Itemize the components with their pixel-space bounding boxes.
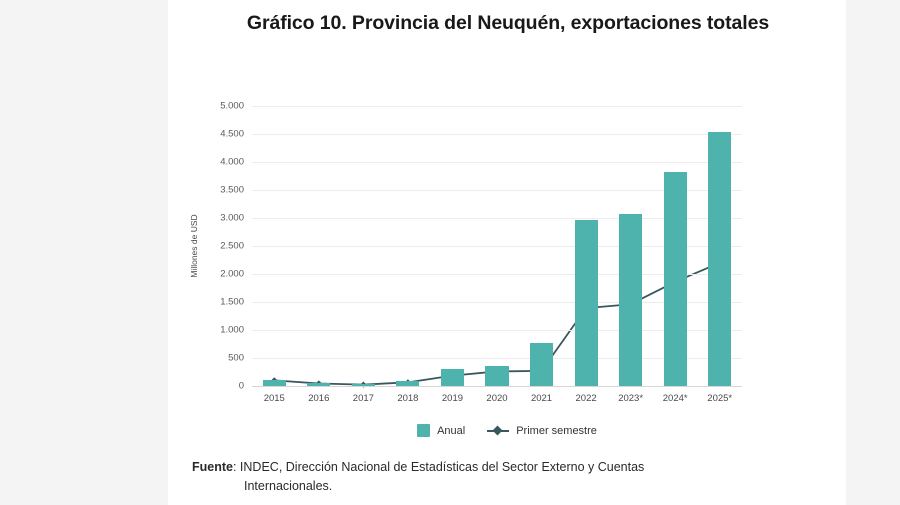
x-axis-tick-label: 2023* xyxy=(618,393,644,404)
x-axis-tick-label: 2024* xyxy=(662,393,688,404)
x-axis-tick-label: 2022 xyxy=(575,393,597,404)
y-axis-tick-label: 2.500 xyxy=(220,240,244,252)
x-axis-tick-label: 2016 xyxy=(308,393,330,404)
source-note: Fuente: INDEC, Dirección Nacional de Est… xyxy=(192,458,812,497)
bar-2015[interactable] xyxy=(262,379,286,386)
gridline xyxy=(252,134,742,135)
x-axis-tick-label: 2018 xyxy=(397,393,419,404)
source-label: Fuente xyxy=(192,460,233,474)
legend-item-label: Anual xyxy=(437,424,466,437)
bar-2016[interactable] xyxy=(307,382,331,386)
legend-item-label: Primer semestre xyxy=(516,424,597,437)
content-card: Gráfico 10. Provincia del Neuquén, expor… xyxy=(168,0,846,505)
bar-2020[interactable] xyxy=(485,366,509,386)
x-axis-tick-label: 2015 xyxy=(263,393,285,404)
y-axis-tick-label: 1.000 xyxy=(220,324,244,336)
gridline xyxy=(252,330,742,331)
gridline xyxy=(252,246,742,247)
gridline xyxy=(252,386,742,387)
x-axis-tick-label: 2025* xyxy=(707,393,733,404)
bar-2019[interactable] xyxy=(440,368,465,386)
source-text: : INDEC, Dirección Nacional de Estadísti… xyxy=(232,460,645,474)
chart-plot-area: Millones de USD 0 500 1.000 1.500 2.000 2.500… xyxy=(189,101,742,404)
bar-2018[interactable] xyxy=(396,380,420,386)
bar-2017[interactable] xyxy=(351,384,375,386)
plot-canvas: 0 500 1.000 1.500 2.000 2.500 3.000 3.500 4.000 4… xyxy=(220,101,742,404)
y-axis-tick-label: 4.500 xyxy=(220,128,244,140)
x-axis-tick-label: 2019 xyxy=(441,393,464,404)
gridline xyxy=(252,162,742,163)
source-text-continuation: Internacionales. xyxy=(244,479,333,494)
y-axis-tick-label: 3.000 xyxy=(220,212,244,224)
y-axis-tick-label: 2.000 xyxy=(220,268,244,280)
bar-2025-est[interactable] xyxy=(708,131,732,386)
bar-2023-est[interactable] xyxy=(619,214,643,386)
y-axis-tick-label: 5.000 xyxy=(220,100,244,112)
x-axis-tick-label: 2021 xyxy=(530,393,553,404)
bar-2024-est[interactable] xyxy=(663,172,687,386)
y-axis-tick-label: 500 xyxy=(228,352,244,364)
y-axis-tick-label: 3.500 xyxy=(220,184,244,196)
bar-swatch-icon xyxy=(417,424,431,437)
chart-title: Gráfico 10. Provincia del Neuquén, expor… xyxy=(246,12,770,34)
y-axis-tick-label: 1.500 xyxy=(220,296,244,308)
gridline xyxy=(252,302,742,303)
y-axis-tick-label: 0 xyxy=(238,380,244,392)
gridline xyxy=(252,190,742,191)
chart-legend: Anual Primer semestre xyxy=(168,424,846,437)
x-axis-tick-label: 2020 xyxy=(486,393,508,404)
gridline xyxy=(252,218,742,219)
y-axis-label: Millones de USD xyxy=(189,214,199,278)
x-axis-tick-label: 2017 xyxy=(352,393,374,404)
bar-2022[interactable] xyxy=(574,219,598,386)
gridline xyxy=(252,358,742,359)
legend-item-primer-semestre[interactable]: Primer semestre xyxy=(487,424,597,437)
bar-2021[interactable] xyxy=(529,343,554,386)
legend-item-anual[interactable]: Anual xyxy=(417,424,465,437)
gridline xyxy=(252,274,742,275)
y-axis-tick-label: 4.000 xyxy=(220,156,244,168)
line-diamond-swatch-icon xyxy=(487,424,510,437)
gridline xyxy=(252,106,742,107)
